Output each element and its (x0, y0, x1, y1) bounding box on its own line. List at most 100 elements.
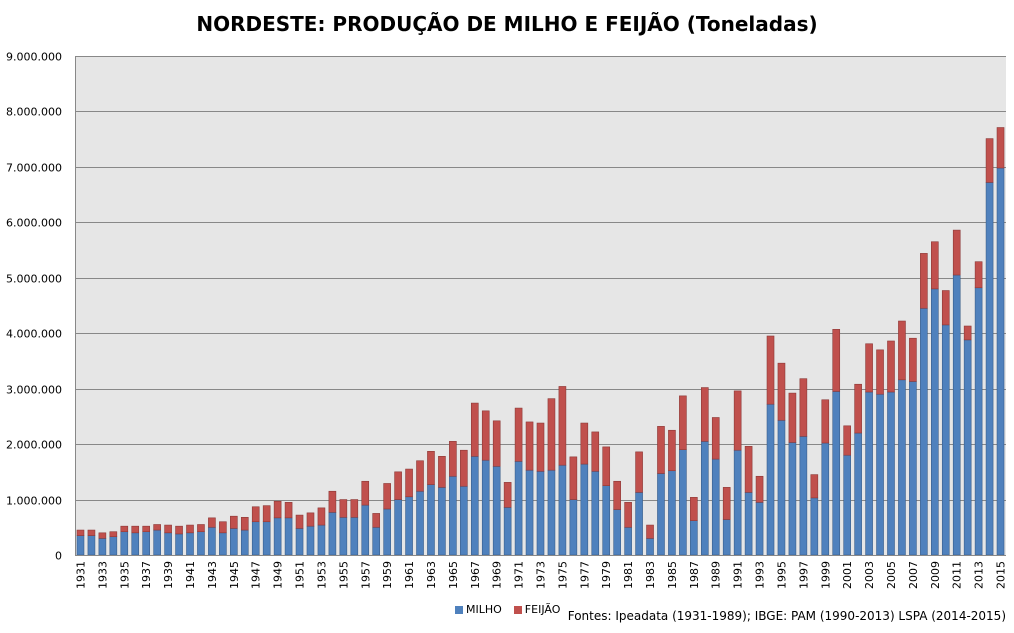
bar-milho-2012 (963, 339, 972, 556)
bar-milho-1975 (558, 464, 567, 556)
x-tick-label: 2001 (841, 561, 854, 589)
bar-feijao-1939 (164, 524, 172, 534)
bar-feijao-2014 (985, 138, 994, 183)
x-tick-label: 1981 (622, 561, 635, 589)
x-tick-label: 1943 (206, 561, 219, 589)
bar-feijao-1969 (492, 420, 501, 467)
x-tick-label: 1985 (666, 561, 679, 589)
x-tick-label: 1953 (315, 561, 328, 589)
bar-feijao-1958 (372, 513, 381, 528)
bar-milho-1990 (722, 519, 731, 556)
bar-milho-1948 (262, 521, 271, 556)
x-tick-label: 1979 (600, 561, 613, 589)
bar-milho-2006 (898, 379, 906, 556)
x-tick-label: 1969 (491, 561, 504, 589)
bar-milho-2001 (843, 454, 851, 556)
bar-feijao-1945 (230, 515, 238, 529)
bar-feijao-1999 (821, 399, 830, 444)
bar-feijao-1944 (219, 521, 227, 534)
bar-feijao-1964 (438, 456, 446, 488)
bar-milho-1956 (350, 516, 359, 556)
bar-feijao-1965 (449, 441, 457, 477)
x-tick-label: 1967 (469, 561, 482, 589)
bar-milho-2003 (865, 391, 873, 556)
x-tick-label: 1957 (359, 561, 372, 589)
bar-milho-1939 (164, 532, 172, 556)
bar-milho-1972 (525, 469, 534, 556)
bar-milho-1957 (361, 504, 370, 556)
bar-feijao-1931 (76, 529, 85, 536)
bar-milho-1954 (328, 512, 337, 556)
bar-milho-2014 (985, 182, 994, 556)
bar-milho-1988 (700, 441, 709, 556)
x-tick-label: 1991 (732, 561, 745, 589)
bar-feijao-1948 (262, 505, 271, 523)
bar-feijao-1953 (317, 507, 326, 526)
bar-feijao-1934 (109, 531, 118, 538)
bar-milho-1951 (295, 528, 304, 556)
legend-swatch-feijao (513, 606, 522, 614)
bar-feijao-1963 (427, 451, 435, 485)
bar-milho-1976 (569, 499, 578, 556)
bar-milho-1970 (503, 507, 512, 556)
bar-milho-1944 (219, 532, 227, 556)
bar-feijao-1938 (153, 524, 161, 531)
bar-feijao-1956 (350, 499, 359, 518)
bar-milho-1986 (679, 449, 687, 556)
bar-feijao-1932 (87, 529, 96, 536)
bar-feijao-1955 (339, 499, 348, 518)
x-tick-label: 1977 (578, 561, 591, 589)
bar-feijao-2002 (854, 383, 862, 434)
bar-milho-1998 (810, 497, 819, 556)
bar-feijao-2003 (865, 343, 873, 393)
bar-milho-1984 (657, 473, 665, 556)
bar-milho-2008 (920, 307, 928, 556)
legend-item-feijao: FEIJÃO (513, 603, 560, 616)
bar-milho-1968 (481, 459, 490, 556)
bar-feijao-1935 (120, 525, 129, 533)
bar-feijao-1975 (558, 386, 567, 466)
x-tick-label: 1931 (74, 561, 87, 589)
x-tick-label: 1993 (754, 561, 767, 589)
bar-feijao-1942 (197, 524, 205, 533)
bar-milho-1996 (788, 442, 797, 556)
bar-milho-1946 (240, 529, 249, 556)
bar-milho-1980 (613, 509, 621, 556)
bar-milho-1964 (438, 487, 446, 556)
x-tick-label: 1933 (96, 561, 109, 589)
bar-feijao-1959 (383, 483, 391, 510)
x-tick-label: 2011 (951, 561, 964, 589)
bar-milho-1940 (175, 533, 183, 556)
bar-feijao-1960 (394, 471, 402, 500)
bar-feijao-2012 (963, 325, 972, 341)
bar-milho-1936 (131, 532, 140, 556)
bar-milho-1967 (470, 456, 479, 556)
bar-milho-1985 (668, 470, 676, 556)
bar-milho-1982 (635, 492, 643, 556)
bar-feijao-1996 (788, 392, 797, 443)
bar-milho-1994 (766, 403, 775, 556)
y-tick-label: 5.000.000 (6, 273, 62, 286)
bar-milho-2010 (941, 324, 950, 556)
bar-milho-2007 (909, 381, 917, 556)
bar-milho-2013 (974, 287, 983, 556)
bar-feijao-1966 (460, 449, 468, 487)
bar-feijao-2001 (843, 425, 851, 456)
x-tick-label: 1937 (140, 561, 153, 589)
bar-milho-1932 (87, 535, 96, 556)
bar-feijao-1995 (777, 362, 786, 421)
x-tick-label: 1997 (797, 561, 810, 589)
x-tick-label: 1951 (294, 561, 307, 589)
bar-feijao-2011 (952, 229, 961, 276)
bar-milho-1995 (777, 419, 786, 556)
bar-feijao-1946 (240, 516, 249, 531)
bar-milho-1963 (427, 484, 435, 556)
y-tick-label: 0 (55, 550, 62, 563)
bar-feijao-2013 (974, 261, 983, 289)
x-tick-label: 1989 (710, 561, 723, 589)
bar-milho-1933 (98, 538, 107, 556)
y-tick-label: 3.000.000 (6, 384, 62, 397)
x-tick-label: 2005 (885, 561, 898, 589)
